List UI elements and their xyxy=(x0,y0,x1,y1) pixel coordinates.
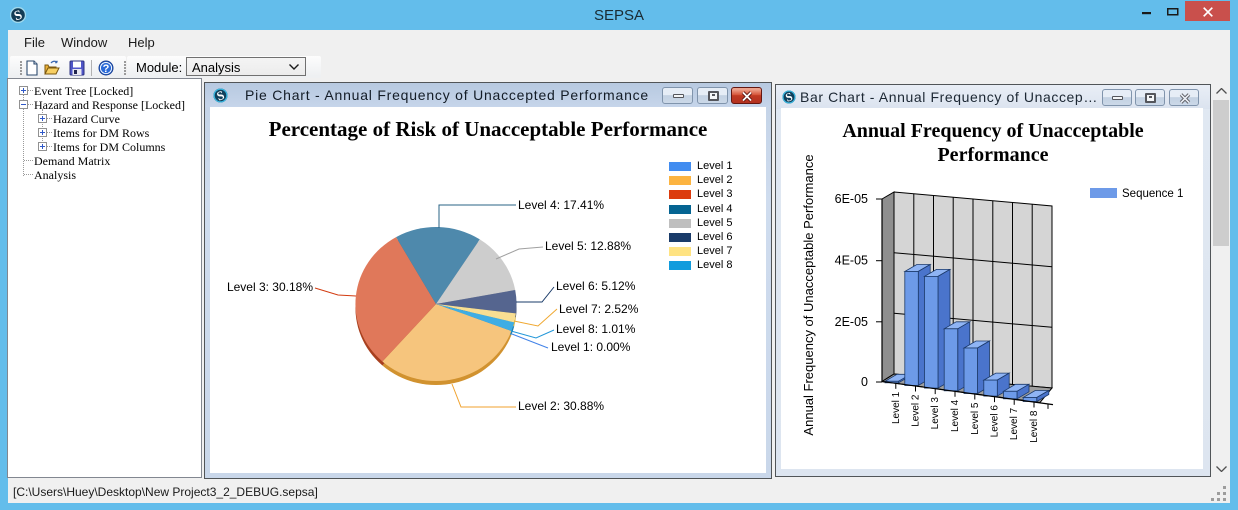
svg-text:S: S xyxy=(784,90,795,104)
svg-text:4E-05: 4E-05 xyxy=(835,254,868,268)
svg-text:6E-05: 6E-05 xyxy=(835,192,868,206)
svg-text:2E-05: 2E-05 xyxy=(835,315,868,329)
svg-text:Level 1: Level 1 xyxy=(891,391,902,424)
svg-text:Level 5: Level 5 xyxy=(970,402,981,435)
svg-text:?: ? xyxy=(103,63,110,75)
svg-text:Level 8: Level 8 xyxy=(1029,410,1040,443)
svg-text:Level 7: Level 7 xyxy=(1009,407,1020,440)
svg-text:0: 0 xyxy=(861,375,868,389)
svg-text:Sequence 1: Sequence 1 xyxy=(1122,188,1183,200)
svg-text:Level 2: Level 2 xyxy=(911,394,922,427)
svg-text:Annual Frequency of Unacceptab: Annual Frequency of Unacceptable Perform… xyxy=(801,154,816,435)
svg-text:Level 4: Level 4 xyxy=(950,399,961,432)
svg-text:Level 6: Level 6 xyxy=(990,405,1001,438)
svg-text:S: S xyxy=(215,88,226,103)
svg-text:Level 3: Level 3 xyxy=(930,397,941,430)
